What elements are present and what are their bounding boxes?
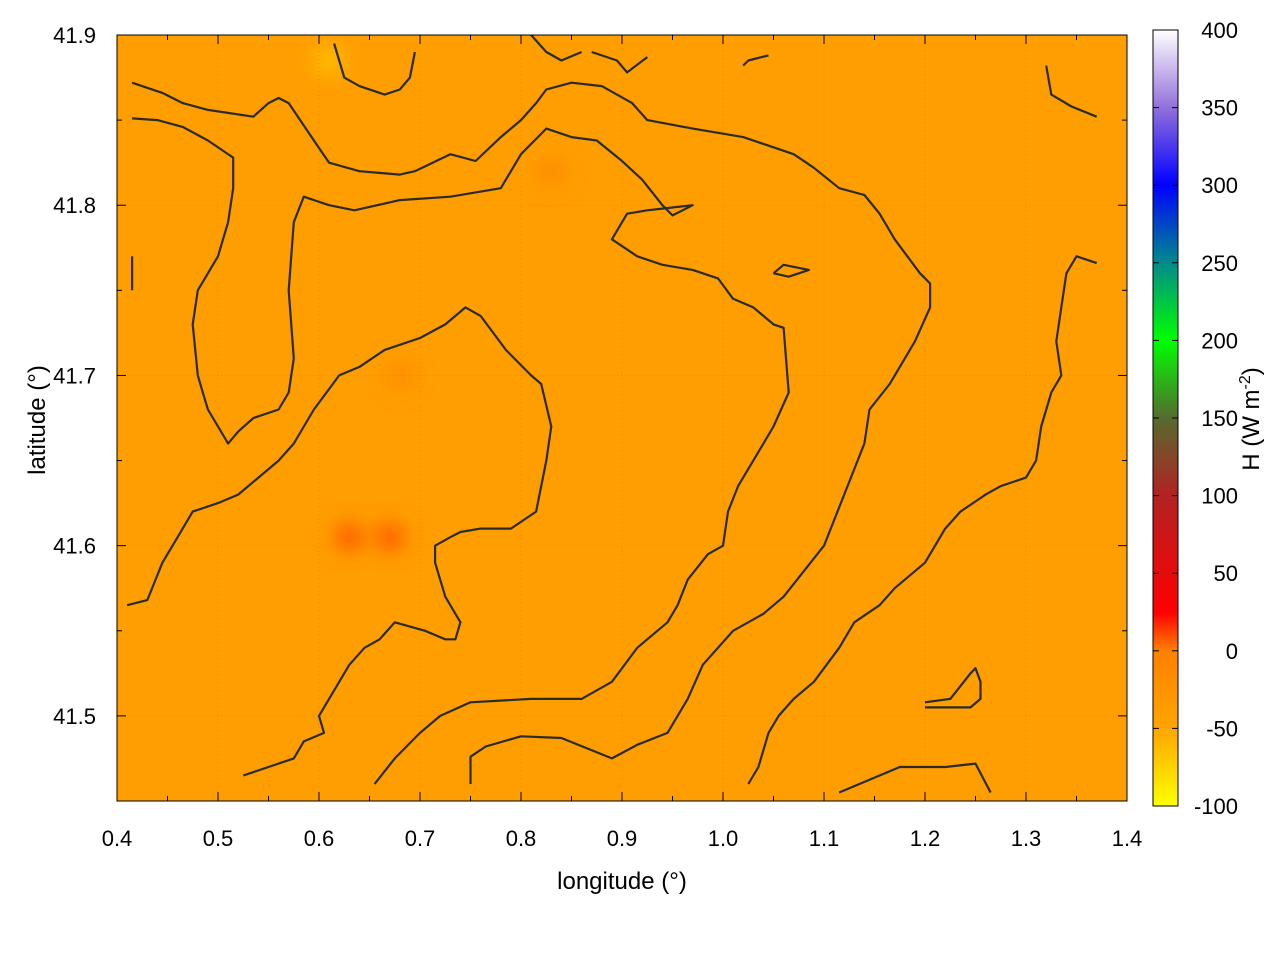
- colorbar-title: H (W m-2): [1237, 367, 1265, 471]
- contour-line: [126, 306, 553, 777]
- x-tick-label: 0.9: [607, 826, 638, 851]
- contour-line: [591, 50, 648, 74]
- contour-line: [333, 43, 416, 96]
- x-tick-label: 1.0: [708, 826, 739, 851]
- colorbar-tick-label: 200: [1201, 328, 1238, 353]
- colorbar-tick-label: 50: [1214, 561, 1238, 586]
- heatmap-feature: [335, 523, 364, 552]
- contour-line: [132, 117, 790, 785]
- colorbar-tick-label: 350: [1201, 96, 1238, 121]
- plot-area: [0, 35, 1127, 801]
- x-tick-label: 0.8: [506, 826, 537, 851]
- colorbar-tick-label: 100: [1201, 484, 1238, 509]
- x-tick-label: 0.4: [102, 826, 133, 851]
- x-axis-tick-labels: 0.4 0.5 0.6 0.7 0.8 0.9 1.0 1.1 1.2 1.3 1.4: [102, 826, 1143, 851]
- colorbar-tick-label: 400: [1201, 18, 1238, 43]
- y-axis-title: latitude (°): [24, 365, 51, 475]
- contour-line: [131, 81, 932, 784]
- y-tick-label: 41.7: [53, 363, 96, 388]
- x-axis-title: longitude (°): [557, 868, 687, 895]
- contour-line: [924, 667, 982, 709]
- x-tick-label: 1.4: [1112, 826, 1143, 851]
- x-tick-label: 0.6: [304, 826, 335, 851]
- colorbar-tick-label: -50: [1206, 716, 1238, 741]
- contour-line: [747, 255, 1098, 785]
- grid-lines: [117, 35, 1127, 801]
- colorbar-tick-label: 300: [1201, 173, 1238, 198]
- contour-lines: [126, 35, 1098, 794]
- y-tick-label: 41.6: [53, 534, 96, 559]
- contour-line: [530, 35, 583, 62]
- x-tick-label: 1.2: [910, 826, 941, 851]
- x-tick-label: 0.7: [405, 826, 436, 851]
- y-axis-tick-labels: 41.5 41.6 41.7 41.8 41.9: [53, 23, 96, 729]
- colorbar-tick-labels: -100 -50 0 50 100 150 200 250 300 350 400: [1153, 18, 1238, 819]
- y-tick-label: 41.9: [53, 23, 96, 48]
- heatmap-feature: [385, 361, 414, 390]
- heatmap-feature: [537, 157, 566, 186]
- heatmap-feature: [375, 523, 404, 552]
- colorbar: -100 -50 0 50 100 150 200 250 300 350 400 H (W m-2…: [1152, 18, 1265, 819]
- contour-line: [772, 263, 811, 278]
- x-tick-label: 0.5: [203, 826, 234, 851]
- contour-line: [1045, 65, 1098, 118]
- colorbar-tick-label: 150: [1201, 406, 1238, 431]
- contour-line: [742, 54, 769, 67]
- x-tick-label: 1.1: [809, 826, 840, 851]
- heatmap-feature: [0, 702, 20, 730]
- contour-line: [838, 762, 992, 794]
- colorbar-tick-label: 250: [1201, 251, 1238, 276]
- axis-ticks: [116, 34, 1128, 801]
- y-tick-label: 41.8: [53, 193, 96, 218]
- colorbar-tick-label: 0: [1226, 639, 1238, 664]
- x-tick-label: 1.3: [1011, 826, 1042, 851]
- y-tick-label: 41.5: [53, 704, 96, 729]
- colorbar-tick-label: -100: [1194, 794, 1238, 819]
- heatmap-field: [117, 35, 1127, 801]
